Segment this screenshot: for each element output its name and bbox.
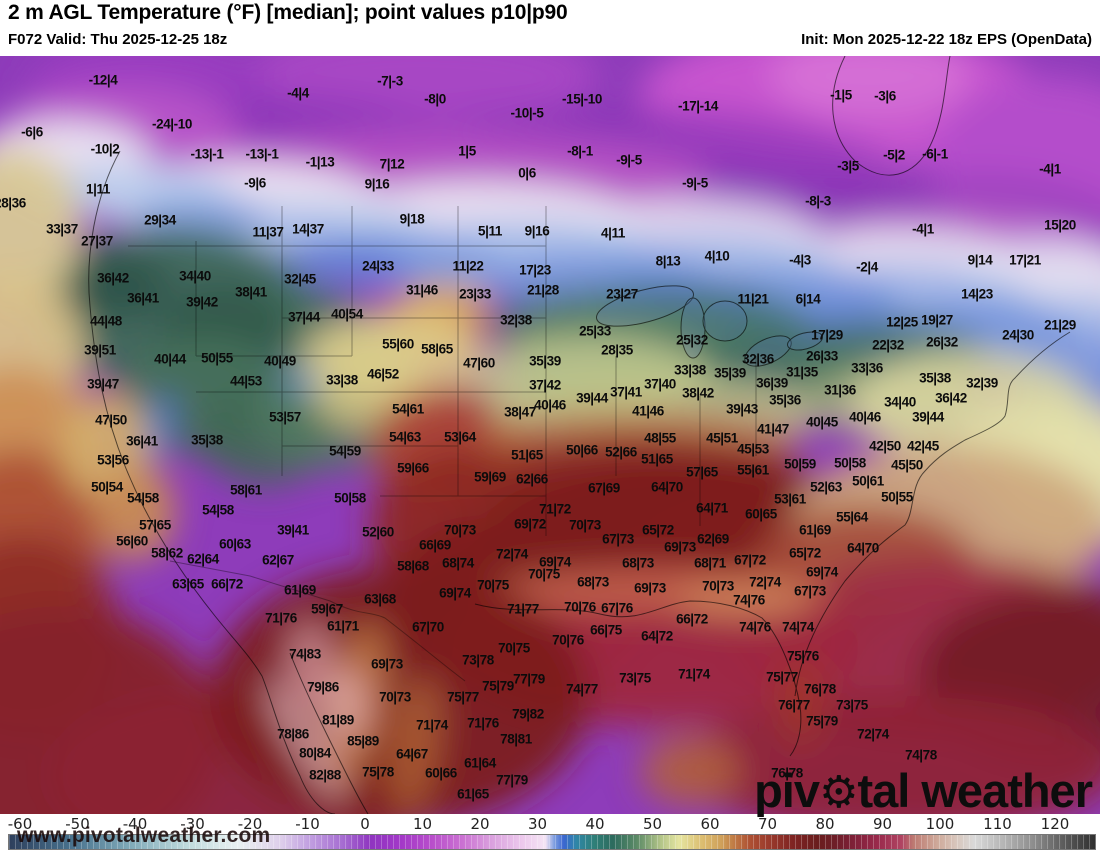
border-layer bbox=[128, 206, 757, 682]
colorbar-tick-label: 120 bbox=[1040, 815, 1070, 833]
colorbar-tick-label: -10 bbox=[295, 815, 320, 833]
pivotal-weather-logo: piv⚙tal weather bbox=[754, 763, 1093, 818]
colorbar-tick-label: -40 bbox=[122, 815, 148, 833]
colorbar-tick-label: 100 bbox=[925, 815, 955, 833]
header: 2 m AGL Temperature (°F) [median]; point… bbox=[0, 0, 1100, 56]
logo-text-suffix: tal weather bbox=[857, 764, 1093, 817]
colorbar-tick-label: 40 bbox=[585, 815, 605, 833]
colorbar-tick-label: -20 bbox=[237, 815, 263, 833]
page-title: 2 m AGL Temperature (°F) [median]; point… bbox=[8, 1, 568, 24]
colorbar-tick-label: 80 bbox=[815, 815, 835, 833]
temperature-field bbox=[0, 56, 1100, 814]
colorbar-tick-label: 70 bbox=[757, 815, 778, 833]
colorbar-tick-label: 50 bbox=[642, 815, 663, 833]
coastline-layer bbox=[88, 56, 1071, 814]
colorbar-tick-label: -30 bbox=[180, 815, 205, 833]
colorbar-tick-label: 90 bbox=[872, 815, 893, 833]
logo-text-prefix: piv bbox=[754, 764, 820, 817]
colorbar-tick-label: -60 bbox=[7, 815, 33, 833]
init-time-label: Init: Mon 2025-12-22 18z EPS (OpenData) bbox=[801, 31, 1092, 48]
map-canvas bbox=[0, 56, 1100, 814]
colorbar-tick-label: 0 bbox=[360, 815, 370, 833]
watermark-url: www.pivotalweather.com bbox=[17, 824, 271, 847]
colorbar-ticks: -60 -50 -40 -30 -20 -10 0 10 20 30 40 50 60 70 80 90 100… bbox=[0, 814, 1100, 834]
colorbar-tick-label: 60 bbox=[700, 815, 720, 833]
colorbar-tick-label: 30 bbox=[527, 815, 548, 833]
valid-time-label: F072 Valid: Thu 2025-12-25 18z bbox=[8, 31, 228, 48]
colorbar-tick-label: 20 bbox=[470, 815, 490, 833]
colorbar-tick-label: -50 bbox=[65, 815, 90, 833]
colorbar-tick-label: 10 bbox=[412, 815, 433, 833]
colorbar-tick-label: 110 bbox=[983, 815, 1012, 833]
gear-icon: ⚙ bbox=[819, 768, 858, 817]
